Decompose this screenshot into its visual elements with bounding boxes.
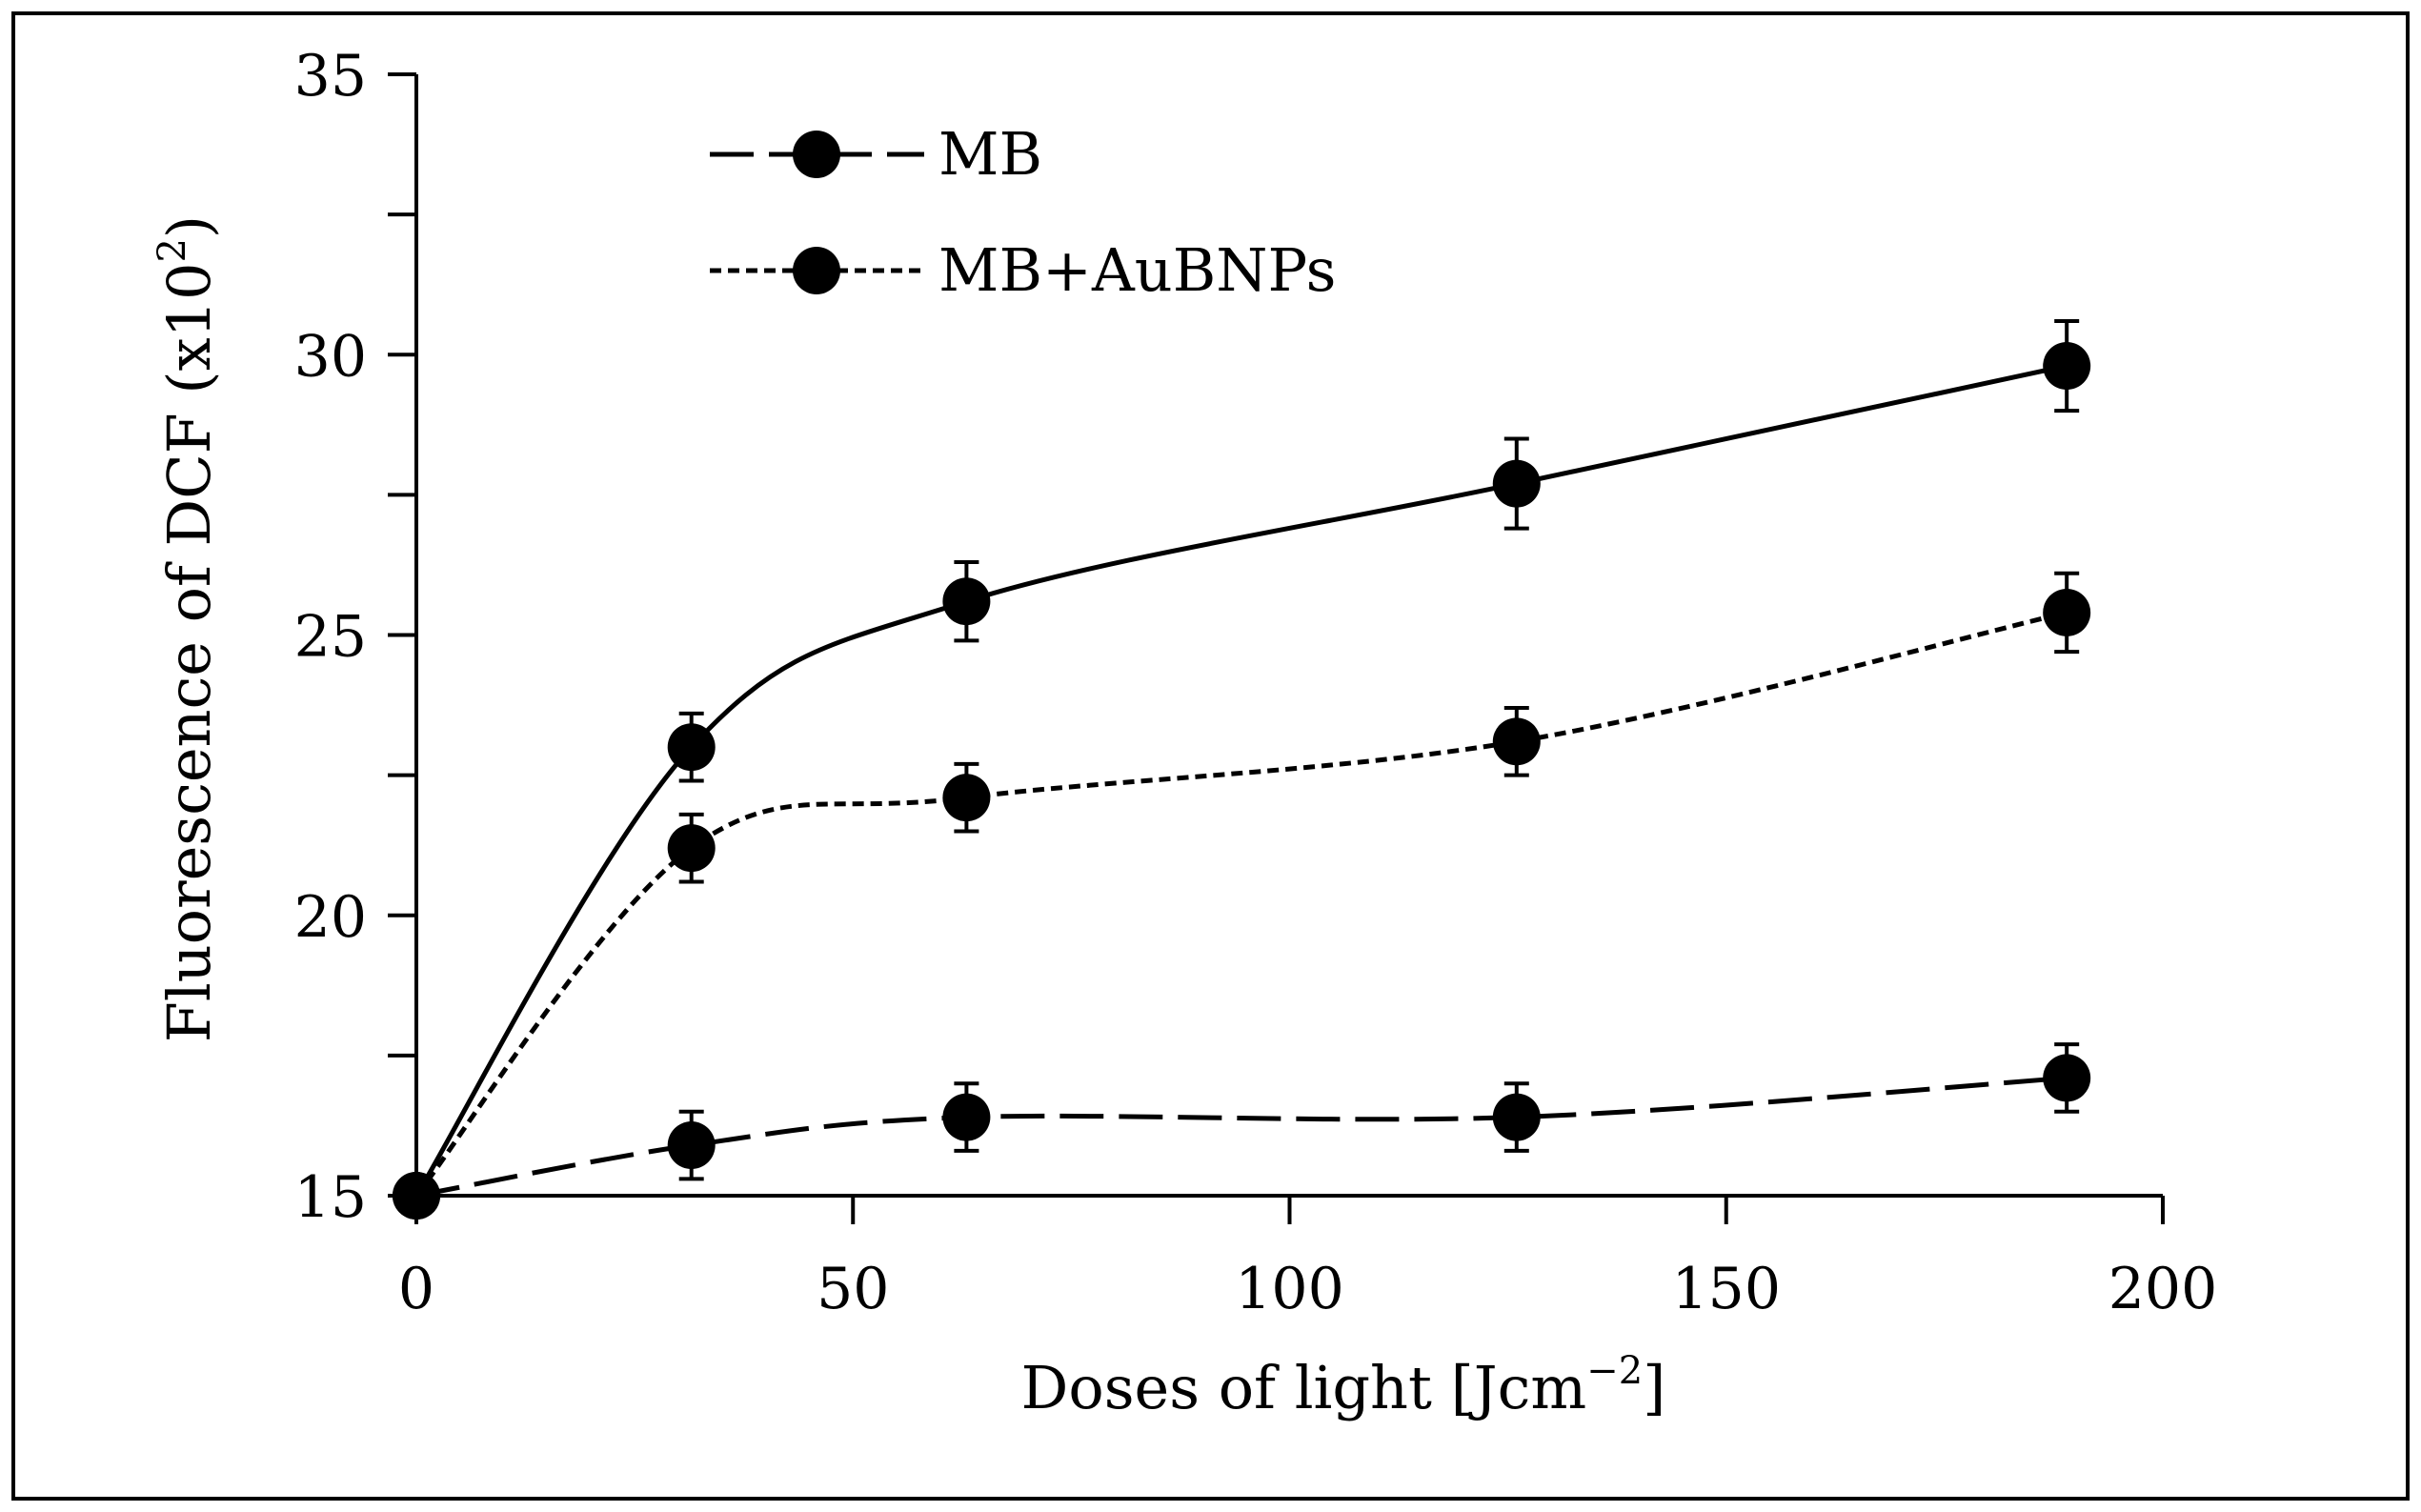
y-tick-label: 35	[294, 43, 367, 110]
figure-border	[11, 11, 2410, 1501]
series-1	[393, 1042, 2091, 1220]
x-tick-label: 0	[398, 1256, 434, 1322]
data-point	[667, 1121, 716, 1170]
legend-entry: MB+AuBNPs	[710, 235, 1336, 305]
y-axis-title-superscript: 2	[151, 238, 194, 262]
y-axis-title: Fluorescence of DCF (x102)	[151, 215, 224, 1042]
x-axis-title: Doses of light [Jcm−2]	[1021, 1349, 1666, 1422]
data-point	[942, 774, 991, 822]
data-point	[2043, 588, 2091, 636]
x-tick-label: 200	[2108, 1256, 2218, 1322]
data-point	[2043, 342, 2091, 391]
plot-series	[393, 318, 2091, 1220]
legend-entry: MB	[710, 119, 1042, 189]
x-tick-label: 50	[817, 1256, 889, 1322]
data-point	[942, 1093, 991, 1141]
data-point	[1492, 459, 1541, 508]
y-tick-label: 20	[294, 884, 367, 951]
data-point	[667, 824, 716, 873]
series-3	[393, 318, 2091, 1220]
legend: MB MB+AuBNPs	[710, 119, 1336, 305]
series-line	[415, 1075, 2068, 1199]
data-point	[1492, 1093, 1541, 1141]
axes: 15 20 25 30 35 0 50 100 150 200	[294, 43, 2218, 1322]
x-tick-label: 150	[1671, 1256, 1781, 1322]
legend-marker	[793, 247, 840, 294]
series-line	[414, 610, 2068, 1198]
legend-marker	[793, 131, 840, 178]
y-tick-label: 15	[294, 1164, 367, 1231]
data-point	[942, 577, 991, 626]
data-point	[393, 1172, 440, 1220]
data-point	[667, 723, 716, 772]
x-axis-title-superscript: −2	[1586, 1349, 1643, 1393]
data-point	[1492, 717, 1541, 766]
data-point	[2043, 1054, 2091, 1102]
x-tick-label: 100	[1235, 1256, 1344, 1322]
y-tick-label: 30	[294, 323, 367, 390]
series-line	[414, 363, 2068, 1198]
legend-label: MB+AuBNPs	[938, 235, 1336, 305]
legend-label: MB	[938, 119, 1042, 189]
y-tick-label: 25	[294, 604, 367, 671]
series-2	[393, 571, 2091, 1220]
